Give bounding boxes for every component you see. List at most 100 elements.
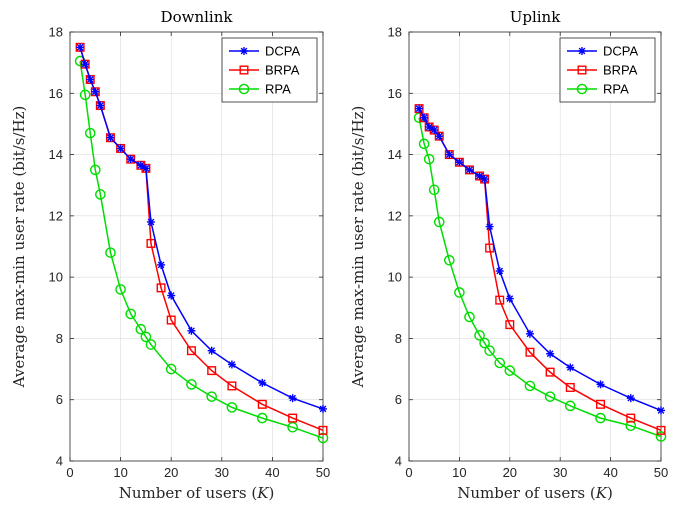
- legend-label: BRPA: [603, 63, 638, 78]
- asterisk-stroke: [420, 114, 428, 122]
- dcpa-marker: [288, 394, 297, 403]
- dcpa-marker: [240, 47, 248, 55]
- rpa-marker: [206, 391, 217, 402]
- dcpa-marker: [455, 158, 464, 167]
- rpa-marker: [484, 345, 495, 356]
- brpa-marker: [626, 413, 636, 423]
- legend-label: RPA: [603, 82, 629, 97]
- series-dcpa: [76, 43, 327, 413]
- asterisk-stroke: [415, 105, 423, 112]
- legend-label: DCPA: [603, 44, 638, 59]
- y-tick-label: 12: [388, 208, 402, 223]
- rpa-marker: [186, 379, 197, 390]
- legend: DCPA BRPA RPA: [559, 37, 656, 103]
- dcpa-marker: [430, 126, 439, 135]
- brpa-marker: [596, 399, 606, 409]
- chart-title: Uplink: [510, 8, 561, 26]
- y-tick-label: 12: [49, 208, 63, 223]
- rpa-marker: [544, 391, 556, 402]
- asterisk-stroke: [76, 43, 84, 51]
- asterisk-stroke: [289, 394, 297, 402]
- x-tick-label: 50: [316, 465, 330, 480]
- series-rpa: [74, 55, 329, 444]
- asterisk-stroke: [526, 330, 534, 338]
- dcpa-marker: [207, 346, 216, 355]
- dcpa-marker: [626, 394, 635, 403]
- dcpa-marker: [116, 144, 125, 153]
- asterisk-stroke: [546, 350, 554, 358]
- legend: DCPA BRPA RPA: [221, 37, 318, 103]
- x-axis-label-close: ): [268, 484, 274, 502]
- asterisk-stroke: [86, 76, 94, 83]
- dcpa-marker: [485, 222, 494, 231]
- rpa-marker: [428, 184, 440, 196]
- asterisk-stroke: [506, 295, 514, 302]
- panel-2: 0 10 20 30 40 50 4 6 8 10 12 14 16 18 Uplink Number of …: [349, 8, 668, 502]
- y-tick-label: 14: [49, 147, 63, 162]
- brpa-marker: [525, 347, 535, 357]
- asterisk-stroke: [476, 172, 483, 180]
- plot-frame: [408, 31, 662, 462]
- brpa-marker: [186, 346, 196, 356]
- y-tick-label: 4: [395, 454, 402, 469]
- y-tick-label: 18: [49, 25, 63, 40]
- y-tick-label: 16: [49, 86, 63, 101]
- brpa-marker: [288, 413, 298, 423]
- rpa-marker: [140, 331, 152, 343]
- asterisk-stroke: [486, 223, 494, 230]
- asterisk-stroke: [91, 88, 99, 96]
- brpa-marker: [207, 366, 217, 376]
- asterisk-stroke: [435, 132, 443, 140]
- asterisk-stroke: [466, 166, 473, 174]
- rpa-marker: [433, 216, 445, 228]
- dcpa-marker: [657, 406, 665, 415]
- asterisk-stroke: [258, 379, 266, 387]
- x-tick-label: 20: [503, 465, 517, 480]
- rpa-marker: [105, 247, 116, 258]
- x-tick-label: 0: [66, 465, 73, 480]
- dcpa-marker: [76, 43, 85, 52]
- rpa-marker: [418, 138, 430, 150]
- y-tick-label: 4: [56, 454, 63, 469]
- plot-frame: [69, 31, 324, 462]
- brpa-marker: [495, 295, 505, 305]
- brpa-marker: [565, 382, 575, 392]
- asterisk-stroke: [496, 267, 504, 275]
- asterisk-stroke: [425, 123, 433, 131]
- series-line-rpa: [79, 60, 324, 439]
- asterisk-stroke: [240, 47, 248, 55]
- asterisk-stroke: [430, 126, 438, 134]
- series-line-dcpa: [418, 108, 662, 412]
- asterisk-stroke: [319, 405, 327, 413]
- brpa-marker: [257, 399, 267, 409]
- dcpa-marker: [91, 87, 100, 96]
- dcpa-marker: [96, 101, 105, 110]
- dcpa-marker: [187, 326, 196, 335]
- dcpa-marker: [106, 133, 115, 142]
- x-tick-label: 50: [654, 465, 668, 480]
- x-axis-label: Number of users (K): [457, 484, 613, 502]
- series-line-brpa: [418, 108, 662, 432]
- rpa-marker: [317, 432, 329, 444]
- series-rpa: [413, 112, 667, 442]
- rpa-marker: [145, 339, 157, 350]
- dcpa-marker: [495, 267, 504, 276]
- asterisk-stroke: [127, 155, 135, 163]
- dcpa-marker: [566, 363, 575, 372]
- series-dcpa: [415, 104, 665, 415]
- rpa-marker: [564, 400, 576, 412]
- asterisk-stroke: [597, 381, 604, 388]
- panel-1: 0 10 20 30 40 50 4 6 8 10 12 14 16 18 Downlink Number o…: [10, 8, 330, 502]
- legend-label: DCPA: [265, 44, 300, 59]
- asterisk-stroke: [137, 161, 145, 169]
- x-tick-label: 0: [405, 465, 412, 480]
- dcpa-marker: [227, 360, 236, 369]
- asterisk-stroke: [208, 347, 216, 355]
- dcpa-marker: [596, 380, 605, 389]
- rpa-marker: [125, 308, 137, 320]
- dcpa-marker: [445, 150, 454, 159]
- legend-item-rpa: RPA: [567, 82, 629, 97]
- rpa-marker: [90, 164, 101, 176]
- rpa-marker: [226, 402, 238, 413]
- y-axis-label: Average max-min user rate (bit/s/Hz): [349, 106, 367, 389]
